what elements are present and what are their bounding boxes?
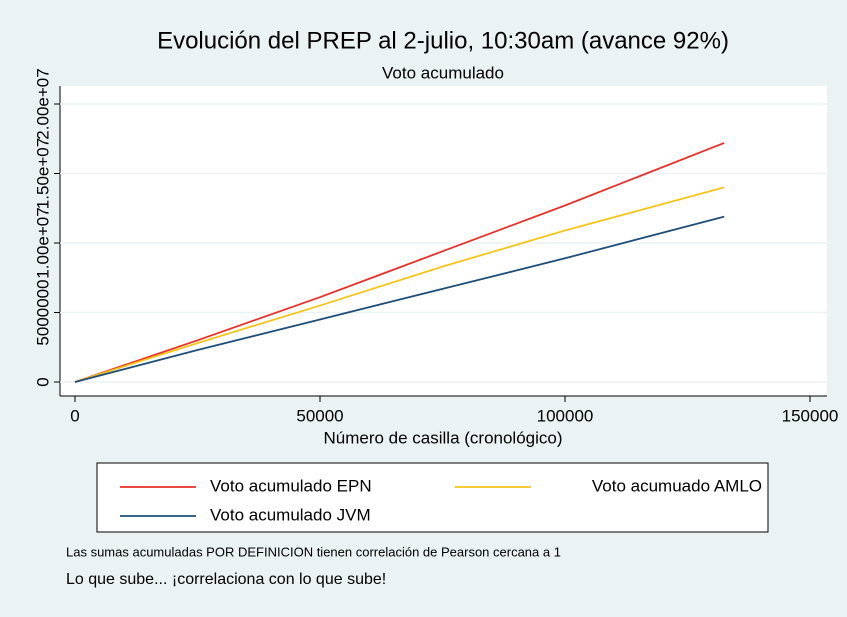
y-tick-label: 1.50e+07: [33, 138, 52, 209]
y-tick-label: 5000000: [33, 279, 52, 345]
y-tick-label: 2.00e+07: [33, 68, 52, 139]
chart-title: Evolución del PREP al 2-julio, 10:30am (…: [157, 27, 729, 54]
legend-label: Voto acumuado AMLO: [592, 476, 762, 495]
note: Lo que sube... ¡correlaciona con lo que …: [66, 571, 386, 588]
x-tick-label: 150000: [782, 406, 839, 425]
x-axis-label: Número de casilla (cronológico): [323, 428, 562, 447]
y-tick-label: 0: [33, 377, 52, 386]
series-line: [74, 186, 725, 383]
legend-label: Voto acumulado JVM: [210, 505, 371, 524]
x-tick-label: 50000: [296, 406, 343, 425]
x-tick-label: 100000: [537, 406, 594, 425]
chart-subtitle: Voto acumulado: [382, 63, 504, 82]
x-tick-label: 0: [70, 406, 79, 425]
series-line: [74, 142, 725, 383]
legend: [96, 462, 769, 533]
legend-label: Voto acumulado EPN: [210, 476, 372, 495]
note: Las sumas acumuladas POR DEFINICION tien…: [66, 544, 561, 559]
y-tick-label: 1.00e+07: [33, 207, 52, 278]
series-line: [74, 215, 725, 383]
